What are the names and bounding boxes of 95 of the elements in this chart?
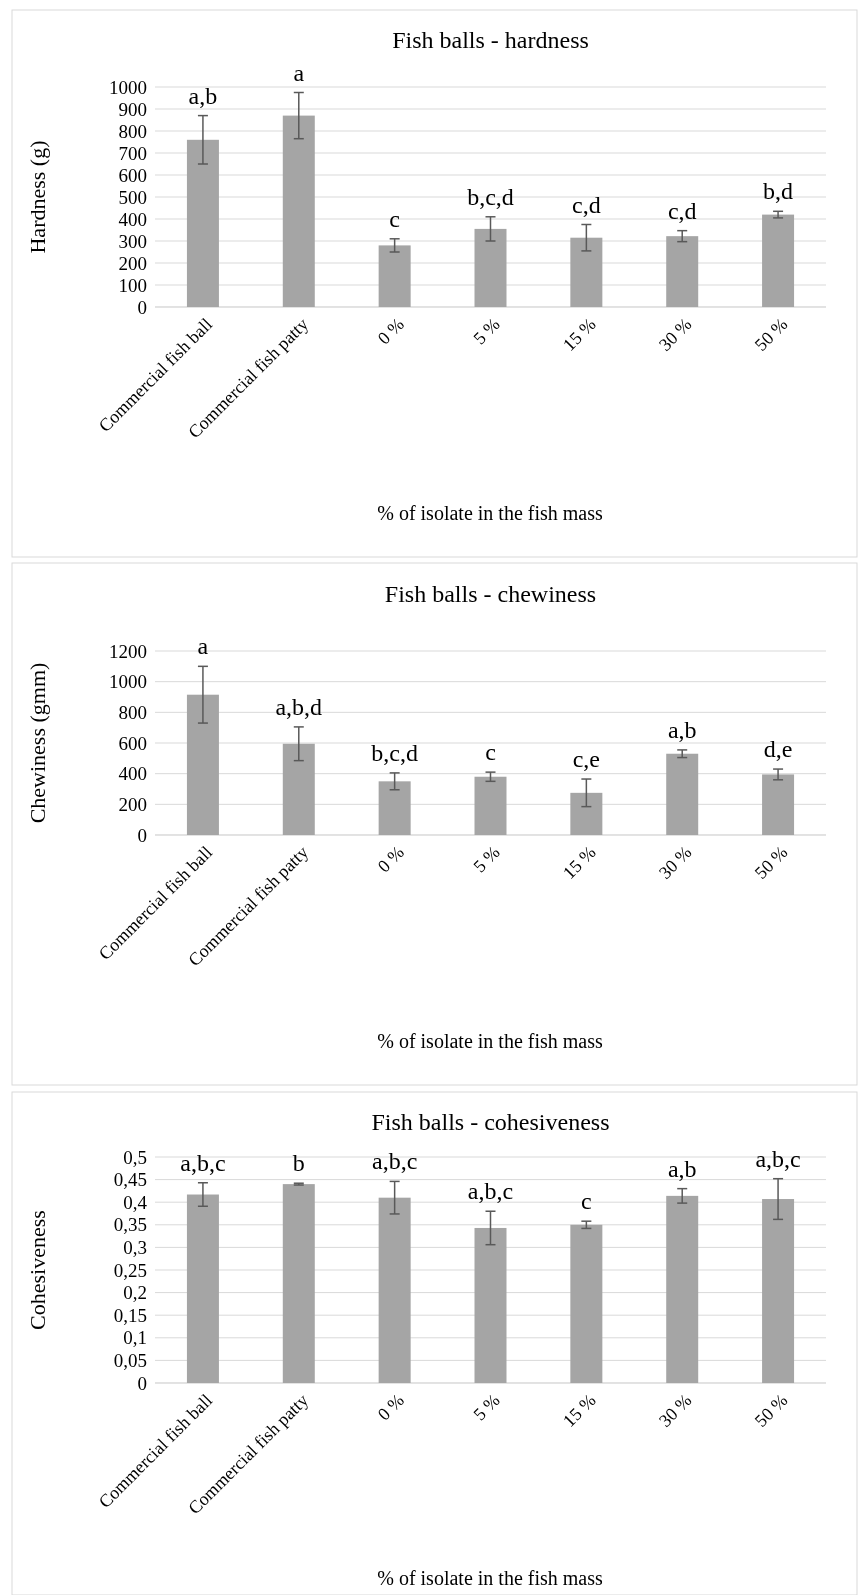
y-tick-label: 0 xyxy=(137,1372,147,1394)
x-tick-label: 15 % xyxy=(558,842,600,883)
annotation: b,d xyxy=(763,178,794,205)
y-tick-label: 0,5 xyxy=(123,1146,147,1168)
y-tick-label: 0,2 xyxy=(123,1282,147,1304)
x-axis-title: % of isolate in the fish mass xyxy=(377,502,603,524)
annotation: a xyxy=(293,59,305,86)
y-tick-label: 0,35 xyxy=(113,1214,147,1236)
y-tick-label: 1000 xyxy=(109,76,147,98)
x-axis-title: % of isolate in the fish mass xyxy=(377,1030,603,1052)
y-tick-label: 400 xyxy=(118,208,147,230)
y-tick-label: 0,3 xyxy=(123,1237,147,1259)
y-tick-label: 1000 xyxy=(109,671,147,693)
y-tick-label: 200 xyxy=(118,793,147,815)
y-tick-label: 300 xyxy=(118,230,147,252)
bar xyxy=(570,1224,603,1383)
x-tick-label: 0 % xyxy=(373,1390,408,1425)
y-tick-label: 100 xyxy=(118,274,147,296)
bar xyxy=(762,774,795,835)
annotation: d,e xyxy=(763,736,793,763)
y-tick-label: 200 xyxy=(118,252,147,274)
annotation: b xyxy=(292,1150,305,1177)
bar xyxy=(474,228,507,307)
y-axis-title: Chewiness (gmm) xyxy=(25,662,50,824)
y-axis-title: Hardness (g) xyxy=(25,140,50,254)
x-tick-label: 50 % xyxy=(750,314,792,355)
annotation: b,c,d xyxy=(371,739,418,766)
annotation: c xyxy=(581,1188,592,1215)
annotation: a,b,c xyxy=(467,1178,514,1205)
annotation: a,b,c xyxy=(180,1149,226,1176)
annotation: c,e xyxy=(572,746,601,773)
annotation: c,d xyxy=(572,191,601,218)
y-tick-label: 500 xyxy=(118,186,147,208)
annotation: a,b xyxy=(667,1155,697,1182)
y-tick-label: 0,25 xyxy=(113,1259,147,1281)
x-tick-label: 5 % xyxy=(469,1390,504,1425)
annotation: a xyxy=(197,633,209,660)
bar xyxy=(186,694,219,835)
bar xyxy=(282,743,315,835)
x-axis-title: % of isolate in the fish mass xyxy=(377,1567,603,1589)
x-tick-label: 15 % xyxy=(558,1390,600,1431)
x-tick-label: 30 % xyxy=(654,314,696,355)
x-tick-label: 5 % xyxy=(469,842,504,877)
x-tick-label: 0 % xyxy=(373,842,408,877)
y-tick-label: 700 xyxy=(118,142,147,164)
bar xyxy=(570,792,603,835)
bar xyxy=(474,1227,507,1383)
bar xyxy=(378,245,411,307)
bar xyxy=(570,237,603,307)
x-tick-label: 30 % xyxy=(654,842,696,883)
bar xyxy=(378,781,411,835)
y-tick-label: 600 xyxy=(118,164,147,186)
bar xyxy=(186,1194,219,1383)
x-tick-label: 15 % xyxy=(558,314,600,355)
y-tick-label: 0,05 xyxy=(113,1350,147,1372)
annotation: c xyxy=(485,739,496,766)
x-tick-label: 30 % xyxy=(654,1390,696,1431)
y-tick-label: 0,45 xyxy=(113,1169,147,1191)
bar xyxy=(282,1184,315,1383)
annotation: b,c,d xyxy=(467,183,514,210)
bar xyxy=(378,1197,411,1383)
y-tick-label: 900 xyxy=(118,98,147,120)
bar xyxy=(666,1195,699,1383)
bar xyxy=(762,214,795,307)
chart-title: Fish balls - cohesiveness xyxy=(371,1109,610,1135)
annotation: a,b,d xyxy=(275,693,323,720)
annotation: a,b xyxy=(667,716,697,743)
annotation: c,d xyxy=(667,197,697,224)
y-tick-label: 1200 xyxy=(109,640,147,662)
x-tick-label: 50 % xyxy=(750,842,792,883)
bar xyxy=(666,236,699,307)
y-tick-label: 600 xyxy=(118,732,147,754)
y-tick-label: 0 xyxy=(137,296,147,318)
x-tick-label: 5 % xyxy=(469,314,504,349)
y-tick-label: 800 xyxy=(118,701,147,723)
y-tick-label: 0,4 xyxy=(123,1191,148,1213)
chart-title: Fish balls - chewiness xyxy=(384,581,597,607)
bar xyxy=(282,115,315,307)
y-tick-label: 0,1 xyxy=(123,1327,147,1349)
y-tick-label: 400 xyxy=(118,763,147,785)
y-axis-title: Cohesiveness xyxy=(25,1210,50,1330)
chart-title: Fish balls - hardness xyxy=(392,27,589,53)
y-tick-label: 0 xyxy=(137,824,147,846)
y-tick-label: 800 xyxy=(118,120,147,142)
x-tick-label: 50 % xyxy=(750,1390,792,1431)
bar xyxy=(666,753,699,835)
y-tick-label: 0,15 xyxy=(113,1304,147,1326)
bar xyxy=(474,776,507,835)
annotation: a,b,c xyxy=(371,1148,418,1175)
annotation: a,b xyxy=(188,82,218,109)
bar xyxy=(186,139,219,307)
annotation: c xyxy=(389,205,400,232)
annotation: a,b,c xyxy=(755,1145,801,1172)
x-tick-label: 0 % xyxy=(373,314,408,349)
bar xyxy=(762,1199,795,1383)
